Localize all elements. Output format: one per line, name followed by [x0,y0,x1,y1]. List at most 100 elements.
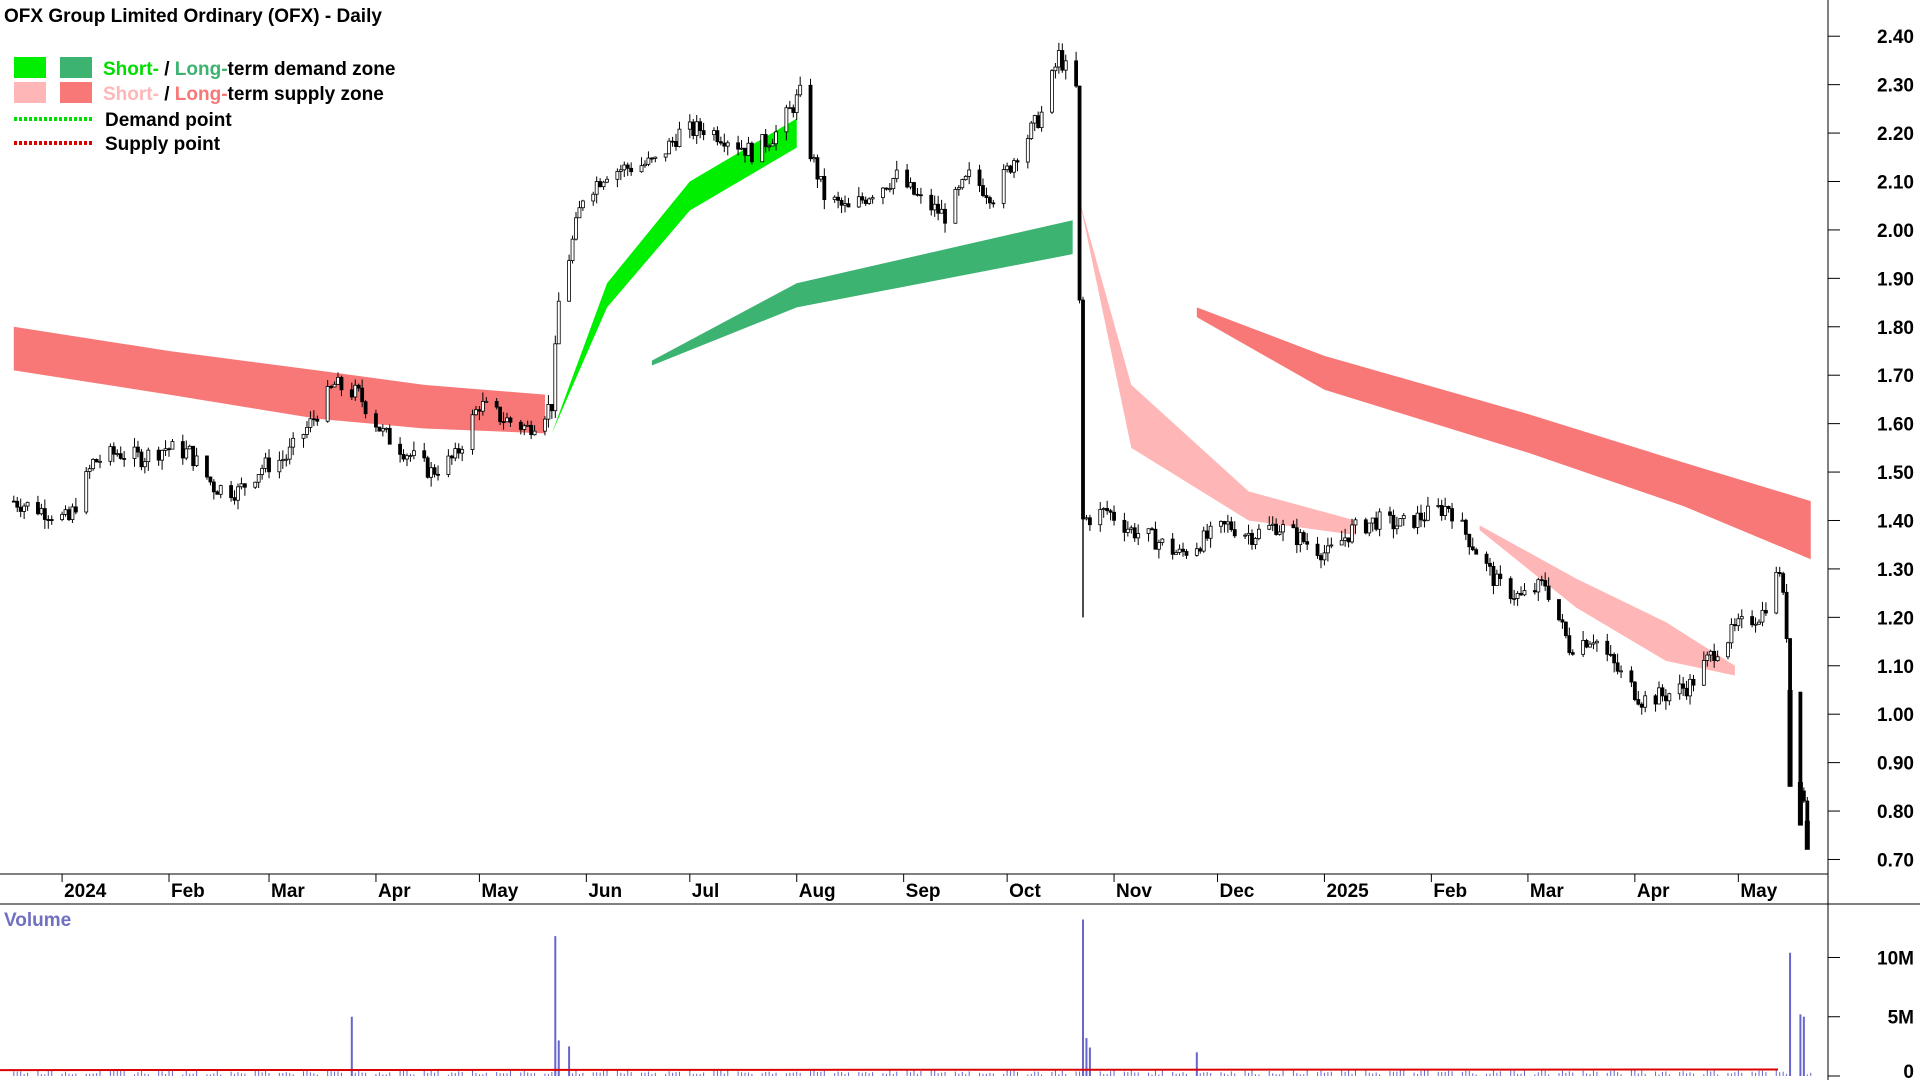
candle-body [22,505,27,512]
y-tick-label: 1.90 [1877,269,1914,290]
candle-body [205,455,209,478]
candle-body [163,448,168,451]
candle-body [1346,537,1351,543]
candle-body [905,169,910,188]
candle-body [456,448,461,454]
candle-body [1008,165,1013,173]
candle-body [939,208,944,214]
candle-body [253,481,258,488]
candle-body [1160,538,1165,543]
candle-body [498,406,503,423]
candle-body [1753,623,1758,626]
candle-body [356,384,361,389]
candle-body [870,197,875,200]
candle-body [239,483,244,488]
candle-body [743,147,747,156]
candle-body [1388,511,1392,516]
candle-body [1305,541,1310,545]
candle-body [1412,515,1417,528]
candle-body [1125,528,1130,533]
candle-body [184,448,189,459]
candle-body [1394,525,1399,530]
candle-body [301,434,306,439]
candle-body [984,195,989,198]
y-tick-label: 1.00 [1877,705,1914,726]
x-tick-label: Apr [1637,881,1670,902]
candle-body [908,182,913,188]
x-tick-label: Nov [1116,881,1152,902]
candle-body [349,389,354,398]
candle-body [84,471,89,513]
candle-body [1615,662,1620,672]
x-tick-label: Dec [1220,881,1255,902]
candle-body [787,107,792,110]
candle-body [687,121,692,130]
candle-body [1136,533,1141,539]
candle-body [1084,517,1089,520]
candle-body [598,181,603,188]
candle-body [1370,517,1375,524]
candle-body [432,467,437,475]
candle-body [622,164,627,171]
candle-body [663,153,668,158]
zone-long-demand [651,220,1073,366]
candle-body [108,446,113,462]
candle-body [384,427,389,430]
candle-body [894,169,899,179]
volume-tick-label: 10M [1877,948,1914,969]
candle-body [1632,681,1637,700]
candle-body [1522,590,1527,596]
candle-body [1705,654,1710,661]
candle-body [1557,599,1561,621]
candle-body [132,446,137,459]
candle-body [570,238,575,261]
candle-body [884,187,889,190]
candle-body [625,164,630,169]
candle-body [1584,640,1589,648]
candle-body [674,141,678,147]
candle-body [1715,656,1720,662]
y-tick-label: 2.10 [1877,172,1914,193]
y-tick-label: 1.40 [1877,511,1914,532]
candle-body [1029,122,1034,140]
candle-body [977,169,982,186]
candle-body [501,421,506,424]
candle-body [1691,678,1696,686]
candle-body [1539,579,1544,582]
volume-average-line [0,1068,1779,1072]
candle-body [1325,545,1330,554]
candle-body [1363,519,1368,534]
candle-body [1653,695,1658,705]
candle-body [194,455,199,467]
candle-body [1339,539,1344,546]
candle-body [332,383,337,388]
candle-body [1760,609,1765,623]
volume-tick-label: 5M [1888,1008,1914,1029]
y-tick-label: 1.80 [1877,318,1914,339]
candle-body [643,163,647,167]
candle-body [1639,703,1644,708]
candle-body [422,450,427,459]
candle-body [1001,169,1006,204]
candle-body [1374,517,1379,530]
x-tick-label: Apr [378,881,411,902]
candle-body [1605,640,1610,655]
candle-body [325,386,330,422]
candle-body [767,145,772,148]
candle-body [91,459,96,470]
candle-body [1015,160,1020,163]
candle-body [1436,505,1441,507]
candle-body [712,130,716,136]
candle-body [963,175,968,181]
candle-body [215,491,220,495]
candle-body [1208,525,1213,539]
candle-body [94,459,99,463]
candle-body [374,413,378,428]
candle-body [746,142,751,156]
candle-body [380,428,385,432]
candle-body [618,169,623,172]
y-tick-label: 1.50 [1877,463,1914,484]
candle-body [1460,519,1465,522]
candle-body [122,458,127,460]
